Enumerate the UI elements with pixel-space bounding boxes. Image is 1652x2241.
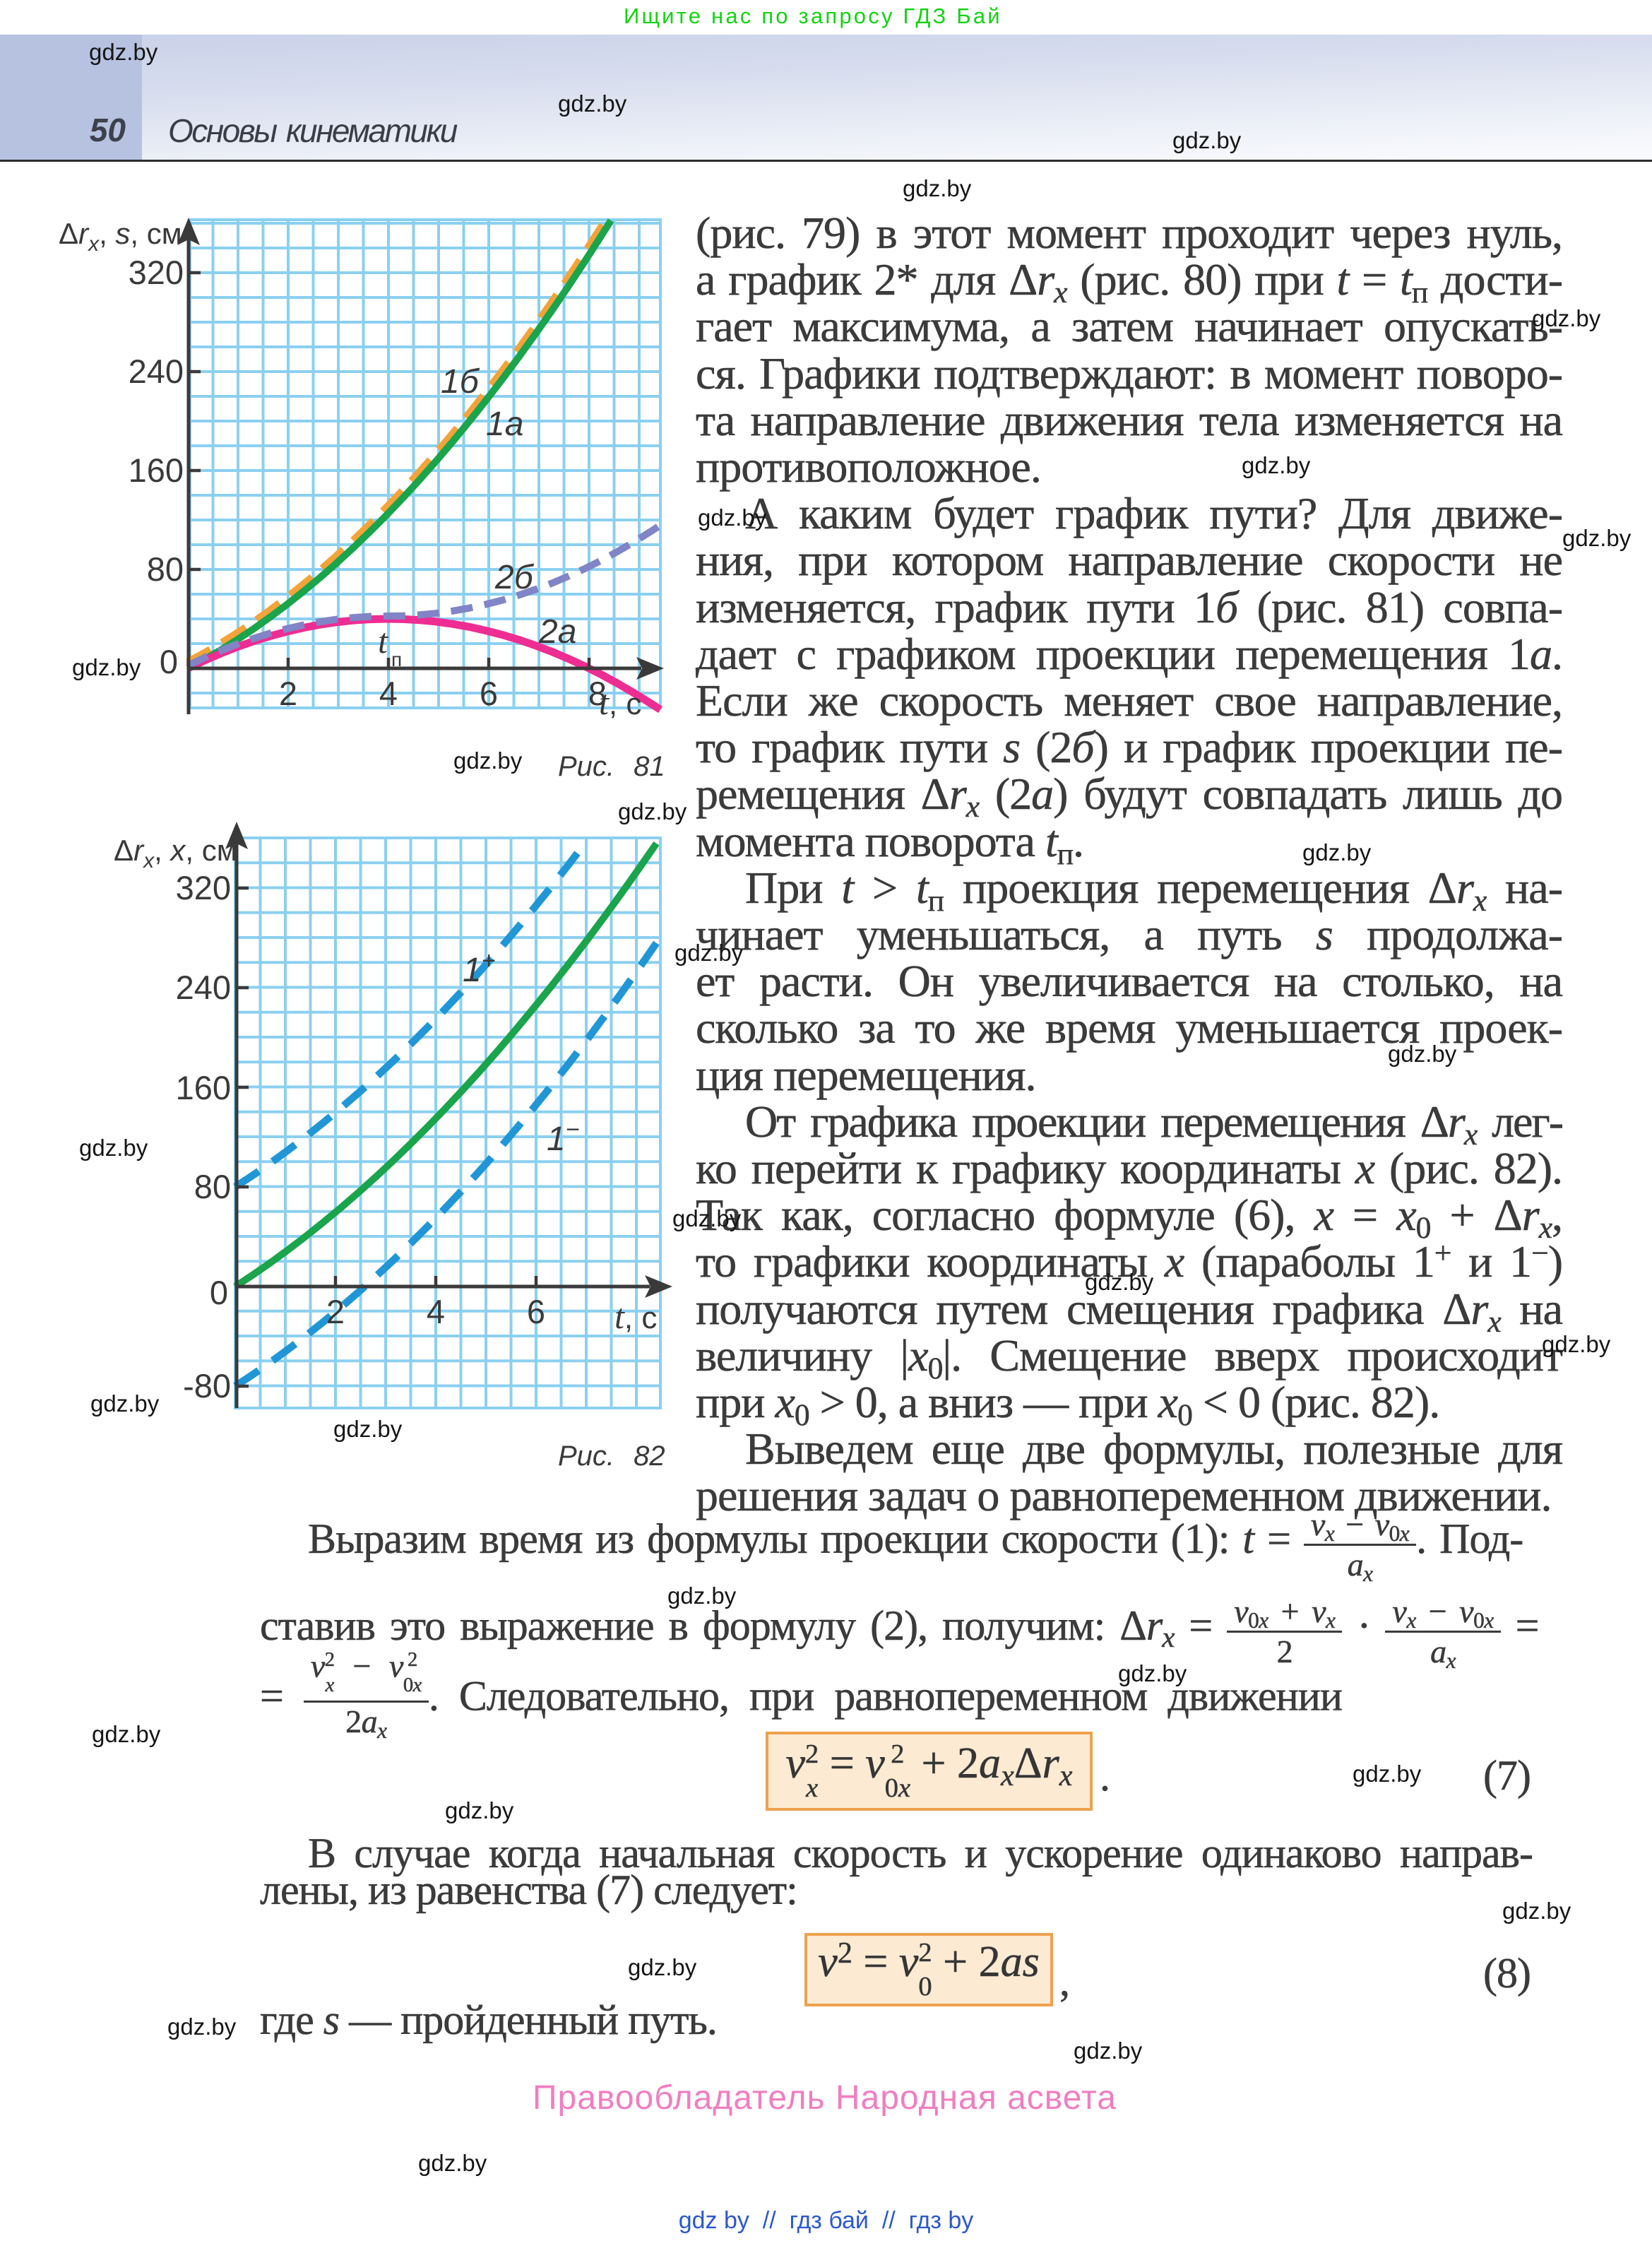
svg-text:4: 4 [427, 1293, 445, 1330]
svg-text:0: 0 [210, 1274, 228, 1311]
svg-text:6: 6 [480, 675, 498, 712]
svg-text:160: 160 [176, 1069, 231, 1106]
svg-text:2а: 2а [538, 613, 576, 651]
svg-text:240: 240 [129, 353, 184, 390]
svg-text:t, c: t, c [599, 682, 641, 722]
svg-text:-80: -80 [183, 1367, 231, 1405]
svg-text:1б: 1б [441, 363, 480, 401]
svg-text:2б: 2б [494, 559, 535, 596]
svg-text:п: п [391, 649, 402, 670]
svg-text:2: 2 [279, 675, 297, 712]
svg-text:160: 160 [129, 451, 184, 489]
svg-text:Δrx, x, см: Δrx, x, см [114, 834, 237, 873]
svg-text:240: 240 [176, 969, 231, 1006]
svg-text:4: 4 [379, 675, 398, 712]
svg-text:Δrx, s, см: Δrx, s, см [59, 217, 182, 256]
svg-text:1−: 1− [547, 1116, 580, 1158]
svg-text:t, c: t, c [614, 1296, 657, 1336]
svg-text:6: 6 [527, 1293, 545, 1330]
svg-text:80: 80 [147, 550, 184, 588]
svg-text:t: t [378, 621, 388, 661]
svg-text:320: 320 [176, 869, 231, 906]
svg-text:80: 80 [194, 1168, 231, 1205]
svg-text:1+: 1+ [463, 947, 496, 989]
svg-text:320: 320 [129, 254, 184, 291]
svg-text:2: 2 [326, 1293, 345, 1330]
svg-text:1а: 1а [486, 406, 523, 443]
svg-text:0: 0 [160, 643, 178, 680]
svg-text:8: 8 [588, 675, 607, 712]
